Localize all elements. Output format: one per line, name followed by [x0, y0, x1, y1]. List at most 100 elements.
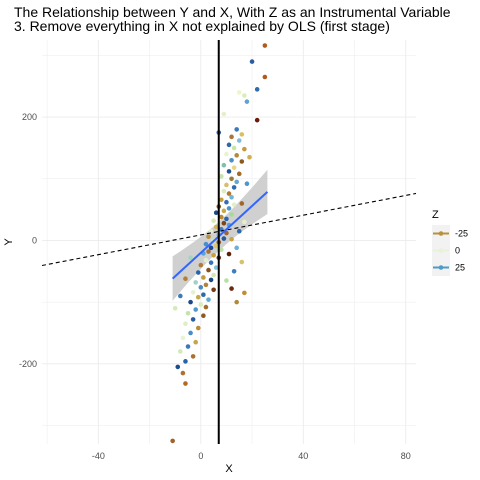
y-tick-label: 200: [22, 112, 37, 122]
data-point: [219, 214, 224, 220]
data-point: [188, 330, 193, 336]
data-point: [203, 282, 209, 288]
data-point: [190, 354, 196, 359]
data-point: [224, 151, 229, 157]
data-point: [239, 259, 245, 265]
data-point: [242, 290, 247, 296]
data-point: [234, 179, 239, 185]
data-point: [201, 292, 206, 298]
data-point: [170, 438, 175, 444]
data-point: [211, 287, 216, 293]
data-point: [239, 132, 245, 137]
legend-keys: -25 0 25: [432, 225, 468, 276]
data-point: [229, 176, 234, 182]
plot-panel: [41, 40, 417, 444]
data-point: [178, 293, 183, 299]
legend-key-point: [438, 231, 444, 236]
data-point: [201, 275, 206, 280]
legend: Z -25 0 25: [432, 209, 468, 276]
y-tick-label: -200: [19, 359, 37, 369]
points-layer: [170, 43, 268, 444]
data-point: [242, 146, 247, 152]
data-point: [229, 194, 234, 200]
data-point: [249, 59, 255, 64]
data-point: [229, 157, 234, 163]
data-point: [221, 111, 227, 117]
data-point: [219, 197, 224, 203]
data-point: [247, 154, 252, 160]
data-point: [195, 325, 201, 331]
data-point: [244, 181, 250, 187]
data-point: [213, 210, 219, 216]
data-point: [224, 230, 229, 236]
data-point: [175, 364, 181, 370]
data-point: [183, 381, 188, 386]
data-point: [198, 262, 204, 268]
data-point: [231, 185, 237, 190]
data-point: [226, 191, 232, 196]
x-axis-ticks: -40 0 40 80: [92, 451, 411, 461]
data-point: [231, 165, 237, 170]
chart-title-line-2: 3. Remove everything in X not explained …: [14, 18, 390, 34]
data-point: [198, 285, 204, 290]
data-point: [213, 243, 219, 249]
plot-background: [42, 40, 416, 444]
data-point: [242, 219, 247, 225]
data-point: [183, 276, 188, 281]
data-point: [239, 159, 245, 164]
data-point: [203, 241, 209, 247]
data-point: [185, 310, 191, 316]
data-point: [206, 234, 211, 240]
lines-layer: [41, 40, 417, 444]
data-point: [211, 218, 216, 224]
data-point: [208, 228, 214, 234]
data-point: [221, 220, 227, 226]
data-point: [206, 297, 211, 302]
data-point: [203, 304, 209, 310]
data-point: [203, 257, 209, 263]
data-point: [229, 286, 234, 291]
legend-label: 25: [455, 263, 465, 273]
data-point: [221, 188, 227, 194]
x-axis-label: X: [225, 463, 233, 475]
data-point: [224, 216, 229, 222]
data-point: [231, 202, 237, 207]
y-axis-ticks: -200 0 200: [19, 112, 37, 369]
data-point: [236, 90, 242, 95]
legend-key-point: [438, 248, 444, 253]
data-point: [211, 252, 216, 258]
data-point: [193, 307, 198, 312]
y-tick-label: 0: [32, 235, 37, 245]
data-point: [172, 306, 178, 311]
data-point: [180, 335, 186, 341]
data-point: [229, 134, 234, 140]
data-point: [226, 142, 232, 148]
data-point: [188, 255, 193, 261]
data-point: [193, 280, 198, 285]
data-point: [198, 302, 204, 307]
data-point: [221, 162, 227, 168]
data-point: [226, 169, 232, 174]
data-point: [219, 174, 224, 179]
y-axis-label: Y: [3, 238, 15, 246]
ols-dashed-line: [41, 192, 417, 267]
data-point: [234, 299, 239, 305]
legend-label: 0: [455, 246, 460, 256]
data-point: [213, 265, 219, 270]
data-point: [183, 359, 188, 364]
data-point: [224, 278, 229, 283]
data-point: [206, 249, 211, 254]
data-point: [190, 317, 196, 322]
chart-title-line-1: The Relationship between Y and X, With Z…: [14, 4, 451, 20]
data-point: [221, 208, 227, 214]
data-point: [178, 349, 183, 354]
data-point: [201, 313, 206, 319]
data-point: [254, 117, 260, 123]
legend-key-point: [438, 265, 444, 270]
data-point: [236, 138, 242, 143]
data-point: [206, 267, 211, 273]
data-point: [226, 251, 232, 257]
data-point: [208, 260, 214, 265]
data-point: [224, 182, 229, 188]
